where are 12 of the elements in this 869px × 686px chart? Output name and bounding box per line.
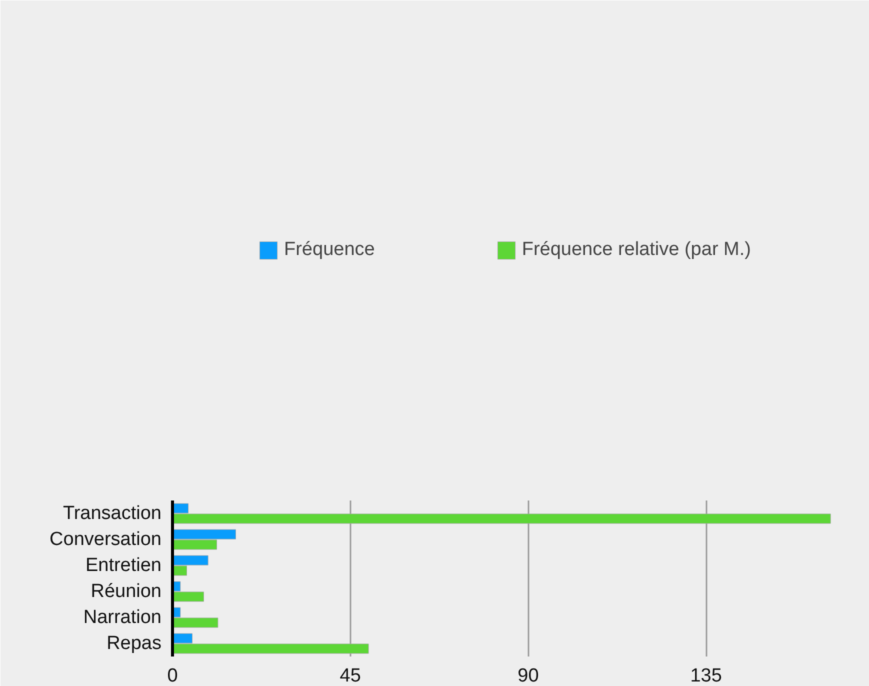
y-tick-label: Entretien: [85, 555, 162, 576]
legend-label: Fréquence relative (par M.): [522, 239, 751, 261]
y-tick-label: Transaction: [62, 503, 162, 524]
legend-label: Fréquence: [284, 239, 375, 261]
y-tick-label: Repas: [106, 633, 162, 654]
y-tick-label: Narration: [83, 607, 162, 628]
x-tick-label: 45: [340, 666, 361, 686]
y-tick-label: Conversation: [50, 529, 162, 550]
x-tick-label: 135: [690, 666, 722, 686]
y-tick-label: Réunion: [90, 581, 162, 602]
x-tick-label: 0: [167, 666, 178, 686]
x-tick-label: 90: [518, 666, 539, 686]
